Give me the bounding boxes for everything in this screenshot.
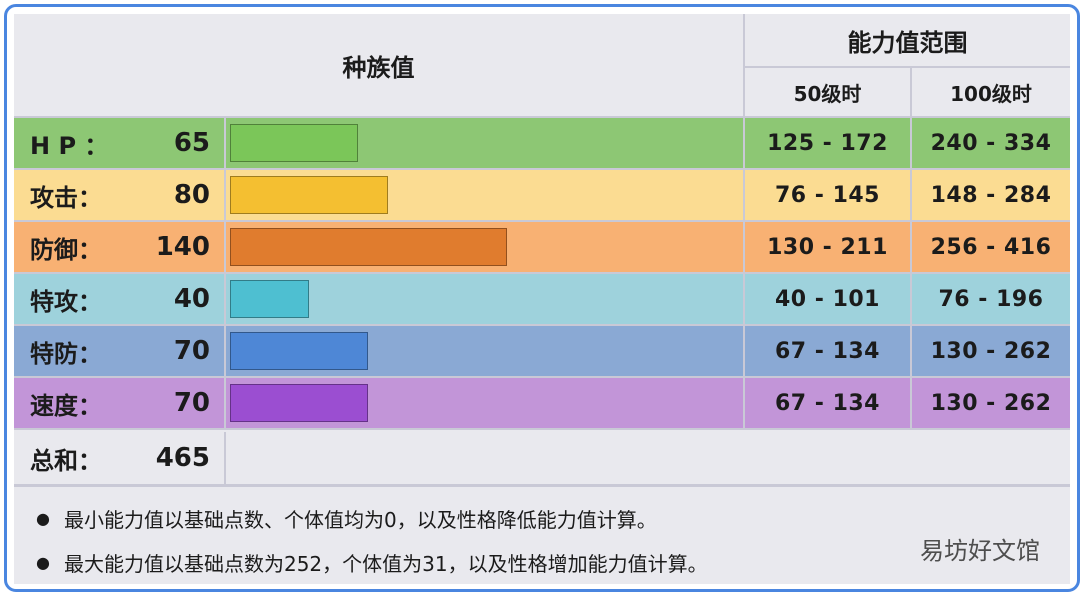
row-divider [743, 274, 745, 324]
note-max-text: 最大能力值以基础点数为252，个体值为31，以及性格增加能力值计算。 [63, 552, 708, 576]
stat-base-value: 65 [173, 128, 210, 158]
range-level100: 148 - 284 [930, 182, 1052, 208]
stat-row [14, 118, 1070, 168]
stat-base-value: 40 [173, 284, 210, 314]
row-divider [910, 274, 912, 324]
total-divider [14, 484, 1070, 487]
stat-bar [230, 280, 309, 318]
stat-row [14, 170, 1070, 220]
range-level100: 130 - 262 [930, 338, 1052, 364]
base-stats-header: 种族值 [14, 14, 743, 116]
stat-range-header: 能力值范围 [745, 14, 1070, 66]
range-level100: 256 - 416 [930, 234, 1052, 260]
range-level50: 40 - 101 [775, 286, 880, 312]
range-level100: 240 - 334 [930, 130, 1052, 156]
row-divider [14, 168, 1070, 170]
stat-base-value: 70 [173, 336, 210, 366]
stat-label: 攻击： [30, 183, 102, 212]
stat-label: 防御： [30, 235, 102, 264]
total-label: 总和： [14, 432, 154, 484]
row-divider [224, 222, 226, 272]
row-divider [910, 222, 912, 272]
row-divider [14, 272, 1070, 274]
bullet-icon: ● [36, 553, 50, 572]
bullet-icon: ● [36, 509, 50, 528]
row-divider [910, 378, 912, 428]
stat-label: 特防： [30, 339, 102, 368]
row-divider [224, 170, 226, 220]
header-divider [910, 68, 912, 116]
header-divider [14, 116, 1070, 118]
notes-section: ● 最小能力值以基础点数、个体值均为0，以及性格降低能力值计算。 ● 最大能力值… [14, 488, 1070, 584]
stat-base-value: 140 [155, 232, 210, 262]
stat-row [14, 222, 1070, 272]
row-divider [910, 118, 912, 168]
range-level50: 130 - 211 [767, 234, 888, 260]
stat-base-value: 80 [173, 180, 210, 210]
stat-bar [230, 332, 368, 370]
total-value: 465 [154, 432, 224, 484]
stat-row [14, 326, 1070, 376]
row-divider [743, 118, 745, 168]
range-level50: 125 - 172 [767, 130, 888, 156]
note-max: ● 最大能力值以基础点数为252，个体值为31，以及性格增加能力值计算。 [36, 548, 708, 577]
level50-header: 50级时 [745, 68, 910, 116]
total-divider [224, 432, 226, 484]
header-divider [745, 66, 1070, 68]
stat-row [14, 378, 1070, 428]
stats-table: 种族值 能力值范围 50级时 100级时 H P ： 65 125 - 172 240… [14, 14, 1070, 584]
stat-label: H P ： [30, 131, 109, 160]
range-level50: 67 - 134 [775, 390, 880, 416]
row-divider [14, 428, 1070, 430]
row-divider [743, 222, 745, 272]
stat-bar [230, 384, 368, 422]
row-divider [743, 326, 745, 376]
level100-header: 100级时 [912, 68, 1070, 116]
row-divider [910, 170, 912, 220]
row-divider [14, 324, 1070, 326]
stats-panel: 种族值 能力值范围 50级时 100级时 H P ： 65 125 - 172 240… [4, 4, 1080, 592]
note-min: ● 最小能力值以基础点数、个体值均为0，以及性格降低能力值计算。 [36, 504, 657, 533]
row-divider [910, 326, 912, 376]
row-divider [224, 378, 226, 428]
range-level50: 67 - 134 [775, 338, 880, 364]
row-divider [14, 376, 1070, 378]
stat-label: 特攻： [30, 287, 102, 316]
range-level50: 76 - 145 [775, 182, 880, 208]
row-divider [224, 274, 226, 324]
stat-row [14, 274, 1070, 324]
row-divider [224, 118, 226, 168]
row-divider [224, 326, 226, 376]
row-divider [14, 220, 1070, 222]
stat-label: 速度： [30, 391, 102, 420]
watermark: 易坊好文馆 [920, 537, 1040, 565]
stat-bar [230, 176, 388, 214]
stat-bar [230, 124, 358, 162]
range-level100: 76 - 196 [938, 286, 1044, 312]
stat-bar [230, 228, 507, 266]
stat-base-value: 70 [173, 388, 210, 418]
row-divider [743, 378, 745, 428]
note-min-text: 最小能力值以基础点数、个体值均为0，以及性格降低能力值计算。 [63, 508, 657, 532]
row-divider [743, 170, 745, 220]
range-level100: 130 - 262 [930, 390, 1052, 416]
header-divider [743, 14, 745, 116]
